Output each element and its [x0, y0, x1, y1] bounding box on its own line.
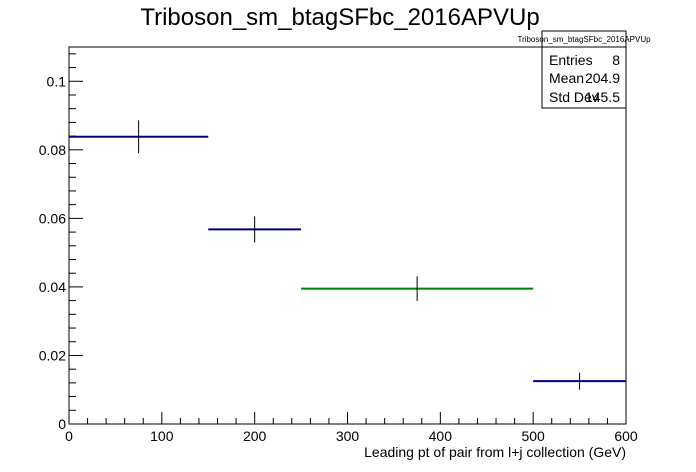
- x-tick-label: 200: [243, 428, 267, 444]
- x-tick-label: 400: [429, 428, 453, 444]
- stats-title: Triboson_sm_btagSFbc_2016APVUp: [517, 35, 651, 44]
- chart-title: Triboson_sm_btagSFbc_2016APVUp: [140, 4, 539, 31]
- x-tick-label: 0: [65, 428, 73, 444]
- stats-box: Triboson_sm_btagSFbc_2016APVUp Entries 8…: [517, 30, 651, 109]
- y-tick-label: 0.1: [47, 73, 67, 89]
- stats-mean-value: 204.9: [585, 70, 620, 86]
- x-axis-label: Leading pt of pair from l+j collection (…: [364, 444, 626, 460]
- stats-stddev-label: Std Dev: [549, 89, 599, 105]
- stats-box-frame: [541, 30, 627, 109]
- y-tick-label: 0.02: [39, 347, 66, 363]
- stats-entries-label: Entries: [549, 52, 593, 68]
- y-tick-label: 0.08: [39, 142, 66, 158]
- y-tick-label: 0: [58, 416, 66, 432]
- x-tick-label: 300: [336, 428, 360, 444]
- x-tick-label: 100: [150, 428, 174, 444]
- stats-entries-value: 8: [612, 52, 620, 68]
- axes: 0 100 200 300 400 500 600 0 0.02 0.04 0.06 0.08 0.1: [39, 46, 638, 444]
- x-tick-label: 500: [521, 428, 545, 444]
- stats-mean-label: Mean: [549, 70, 584, 86]
- y-tick-label: 0.06: [39, 210, 66, 226]
- stats-stddev-value: 145.5: [585, 89, 620, 105]
- y-tick-label: 0.04: [39, 279, 66, 295]
- histogram-bins: [69, 120, 626, 390]
- x-tick-label: 600: [614, 428, 638, 444]
